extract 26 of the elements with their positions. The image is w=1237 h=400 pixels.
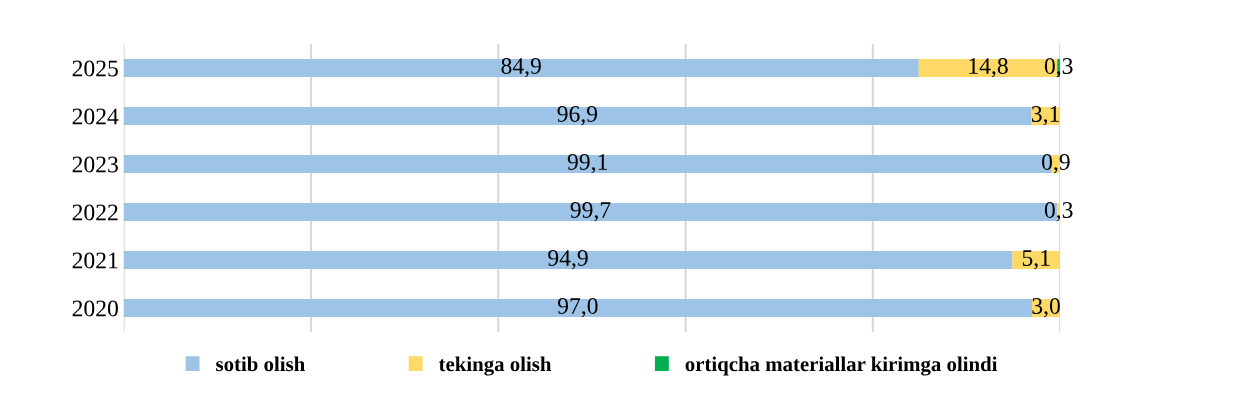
data-label: 84,9 xyxy=(501,57,541,78)
data-label: 5,1 xyxy=(1022,250,1050,270)
y-tick-label: 2021 xyxy=(72,252,118,269)
legend-label: sotib olish xyxy=(216,356,305,372)
data-label: 3,0 xyxy=(1032,297,1060,318)
y-tick-label: 2022 xyxy=(72,204,118,221)
bar xyxy=(123,58,919,78)
data-label: 99,1 xyxy=(567,154,607,174)
data-label: 97,0 xyxy=(557,297,598,318)
data-label: 14,8 xyxy=(969,57,1008,78)
data-label: 0,9 xyxy=(1042,153,1070,174)
bar xyxy=(123,298,1033,318)
y-tick-label: 2025 xyxy=(72,60,118,77)
bar xyxy=(123,250,1013,270)
data-label: 0,3 xyxy=(1044,57,1073,78)
y-tick-label: 2024 xyxy=(72,108,119,125)
data-label: 99,7 xyxy=(570,202,611,222)
data-label: 96,9 xyxy=(557,106,598,126)
legend-label: tekinga olish xyxy=(438,356,552,376)
legend-label: ortiqcha materiallar kirimga olindi xyxy=(685,356,998,376)
data-label: 94,9 xyxy=(548,250,588,270)
y-tick-label: 2020 xyxy=(72,300,118,317)
data-label: 0,3 xyxy=(1044,201,1073,222)
data-label: 3,1 xyxy=(1031,106,1059,126)
bar xyxy=(123,106,1032,126)
y-tick-label: 2023 xyxy=(72,156,118,173)
